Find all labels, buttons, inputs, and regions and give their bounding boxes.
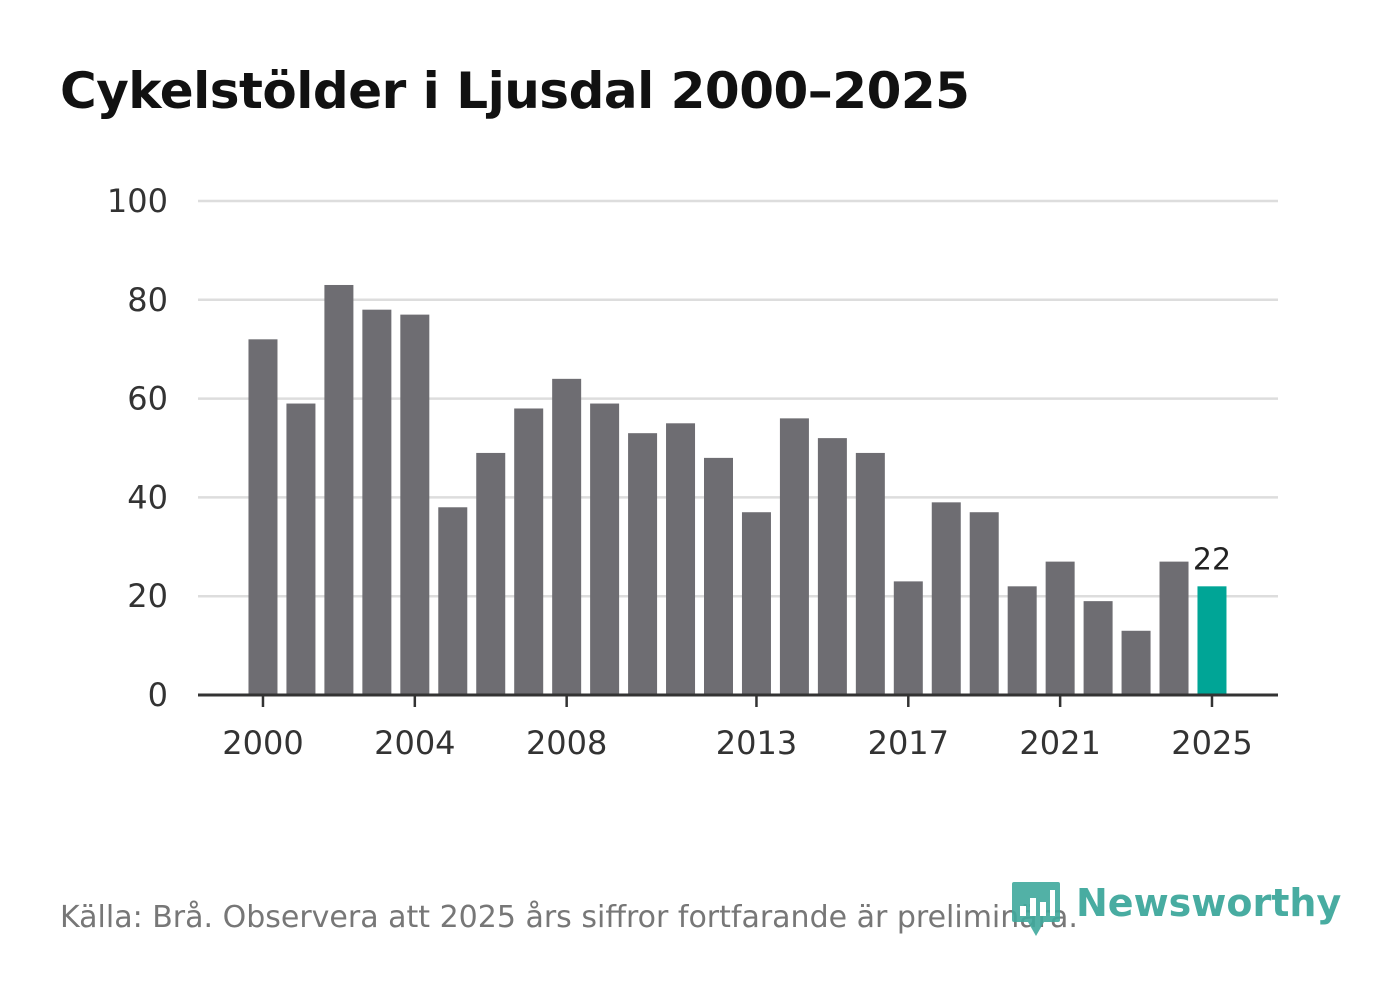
y-tick-label: 0 [148,676,168,714]
bar-2007 [514,408,544,695]
bar-2002 [324,284,354,695]
bar-2020 [1007,586,1037,695]
bar-2012 [704,457,733,695]
y-tick-label: 100 [107,182,168,220]
bar-2022 [1083,601,1113,695]
bar-2024 [1159,561,1189,695]
bar-2009 [590,403,620,695]
bar-2014 [779,418,809,695]
bar-2017 [893,581,923,695]
bar-2016 [855,452,885,695]
x-tick-label: 2000 [222,724,303,762]
bar-2005 [438,507,468,695]
x-tick-label: 2025 [1171,724,1252,762]
source-note: Källa: Brå. Observera att 2025 års siffr… [60,900,1078,935]
gridlines [198,199,1278,598]
x-tick-label: 2021 [1019,724,1100,762]
x-tick-label: 2008 [526,724,607,762]
data-label-2025: 22 [1193,542,1231,577]
chart-title: Cykelstölder i Ljusdal 2000–2025 [60,62,970,120]
bar-2010 [628,433,658,695]
x-tick-label: 2013 [716,724,797,762]
x-tick-label: 2004 [374,724,455,762]
bar-2008 [552,378,582,695]
bar-2021 [1045,561,1075,695]
brand-name: Newsworthy [1076,881,1342,925]
bar-2001 [286,403,316,695]
y-tick-label: 40 [127,478,168,516]
y-axis-ticks: 0 20 40 60 80 100 [107,182,168,714]
y-tick-label: 60 [127,380,168,418]
annotations: 22 [1193,542,1231,577]
bar-2025 [1197,586,1227,695]
bar-2019 [969,512,999,695]
newsworthy-logo: Newsworthy [1010,880,1341,940]
bar-2015 [817,438,847,695]
bars [248,284,1227,695]
x-axis-ticks: 2000 2004 2008 2013 2017 2021 2025 [222,695,1253,762]
bar-2018 [931,502,961,695]
bar-2006 [476,452,506,695]
bar-chart-pin-icon [1012,882,1060,936]
bar-2000 [248,339,278,695]
y-tick-label: 20 [127,577,168,615]
bar-2011 [666,423,696,695]
bar-2023 [1121,630,1151,695]
bar-2004 [400,314,430,695]
bar-2013 [741,512,771,695]
x-tick-label: 2017 [868,724,949,762]
bar-2003 [362,309,392,695]
y-tick-label: 80 [127,281,168,319]
